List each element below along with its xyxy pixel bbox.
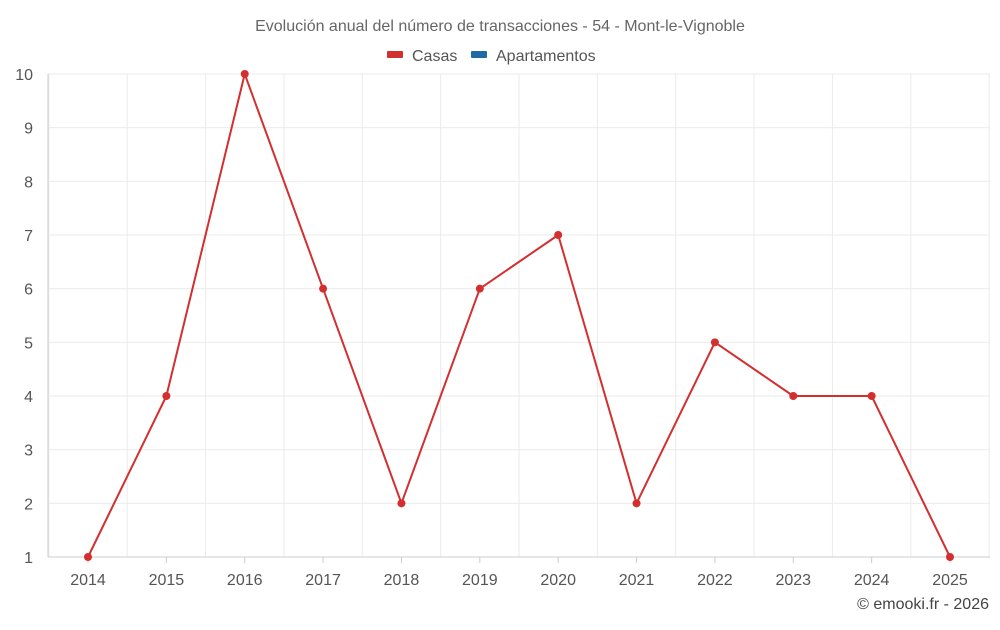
y-tick-label: 5 [24, 335, 33, 352]
credit-text: © emooki.fr - 2026 [857, 596, 989, 613]
x-tick-label: 2021 [619, 572, 655, 589]
series-points [84, 70, 954, 561]
legend-swatch-casas [387, 51, 403, 58]
x-tick-label: 2019 [462, 572, 498, 589]
y-tick-label: 10 [15, 67, 33, 84]
x-tick-label: 2022 [697, 572, 733, 589]
x-tick-label: 2025 [932, 572, 968, 589]
data-point-casas-2016[interactable] [240, 70, 249, 78]
data-point-casas-2024[interactable] [867, 392, 876, 400]
y-tick-label: 8 [24, 174, 33, 191]
x-tick-label: 2014 [70, 572, 106, 589]
legend-swatch-apartamentos [471, 51, 487, 58]
data-point-casas-2022[interactable] [710, 338, 719, 347]
y-tick-labels: 1 2 3 4 5 6 7 8 9 10 [15, 67, 33, 567]
data-point-casas-2014[interactable] [84, 553, 92, 561]
y-tick-label: 1 [24, 550, 33, 567]
legend-label-apartamentos: Apartamentos [496, 48, 596, 65]
data-point-casas-2018[interactable] [397, 499, 406, 508]
x-tick-labels: 2014 2015 2016 2017 2018 2019 2020 2021 2022 2023… [70, 572, 968, 589]
data-point-casas-2021[interactable] [632, 499, 641, 508]
legend-item-apartamentos[interactable]: Apartamentos [471, 48, 596, 65]
y-tick-label: 3 [24, 443, 33, 460]
x-tick-label: 2020 [540, 572, 576, 589]
y-tick-label: 9 [24, 121, 33, 138]
legend-item-casas[interactable]: Casas [387, 48, 457, 65]
legend-label-casas: Casas [412, 48, 457, 65]
series-lines [87, 73, 951, 558]
y-tick-label: 2 [24, 496, 33, 513]
x-gridlines [48, 74, 990, 557]
data-point-casas-2017[interactable] [319, 284, 328, 293]
data-point-casas-2015[interactable] [162, 392, 171, 400]
data-point-casas-2023[interactable] [789, 392, 798, 400]
x-tick-label: 2015 [149, 572, 185, 589]
x-tick-label: 2016 [227, 572, 263, 589]
data-point-casas-2020[interactable] [554, 231, 563, 239]
x-tick-label: 2024 [854, 572, 890, 589]
x-tick-label: 2023 [775, 572, 811, 589]
data-point-casas-2025[interactable] [946, 553, 954, 561]
legend: Casas Apartamentos [387, 48, 596, 65]
axes [47, 74, 990, 563]
y-tick-label: 7 [24, 228, 33, 245]
y-tick-label: 6 [24, 282, 33, 299]
y-tick-label: 4 [24, 389, 33, 406]
chart-title: Evolución anual del número de transaccio… [255, 18, 745, 35]
x-tick-label: 2017 [305, 572, 341, 589]
series-line-casas [87, 73, 951, 558]
x-tick-label: 2018 [384, 572, 420, 589]
data-point-casas-2019[interactable] [475, 284, 484, 293]
